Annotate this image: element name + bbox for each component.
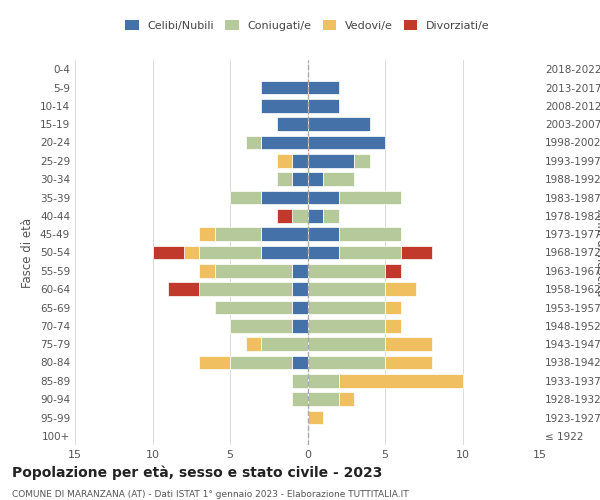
- Bar: [199, 264, 215, 278]
- Bar: [245, 338, 261, 351]
- Bar: [308, 410, 323, 424]
- Bar: [308, 338, 385, 351]
- Bar: [308, 246, 338, 260]
- Bar: [323, 172, 354, 186]
- Y-axis label: Anni di nascita: Anni di nascita: [594, 209, 600, 296]
- Bar: [245, 136, 261, 149]
- Bar: [230, 319, 292, 332]
- Bar: [215, 228, 261, 241]
- Bar: [308, 209, 323, 222]
- Y-axis label: Fasce di età: Fasce di età: [22, 218, 34, 288]
- Bar: [308, 392, 338, 406]
- Bar: [199, 282, 292, 296]
- Bar: [308, 136, 385, 149]
- Bar: [385, 338, 431, 351]
- Bar: [401, 246, 431, 260]
- Bar: [308, 154, 354, 168]
- Bar: [385, 264, 401, 278]
- Bar: [308, 228, 338, 241]
- Bar: [277, 154, 292, 168]
- Bar: [323, 209, 338, 222]
- Bar: [308, 356, 385, 370]
- Text: COMUNE DI MARANZANA (AT) - Dati ISTAT 1° gennaio 2023 - Elaborazione TUTTITALIA.: COMUNE DI MARANZANA (AT) - Dati ISTAT 1°…: [12, 490, 409, 499]
- Bar: [385, 356, 431, 370]
- Bar: [230, 356, 292, 370]
- Bar: [261, 80, 308, 94]
- Bar: [261, 228, 308, 241]
- Bar: [184, 246, 199, 260]
- Bar: [338, 190, 401, 204]
- Bar: [292, 300, 308, 314]
- Bar: [215, 264, 292, 278]
- Bar: [292, 282, 308, 296]
- Bar: [168, 282, 199, 296]
- Legend: Celibi/Nubili, Coniugati/e, Vedovi/e, Divorziati/e: Celibi/Nubili, Coniugati/e, Vedovi/e, Di…: [121, 16, 494, 35]
- Bar: [215, 300, 292, 314]
- Bar: [230, 190, 261, 204]
- Bar: [292, 374, 308, 388]
- Bar: [308, 190, 338, 204]
- Bar: [308, 319, 385, 332]
- Bar: [308, 80, 338, 94]
- Bar: [308, 118, 370, 131]
- Bar: [338, 392, 354, 406]
- Bar: [308, 300, 385, 314]
- Bar: [308, 172, 323, 186]
- Bar: [338, 246, 401, 260]
- Bar: [199, 246, 261, 260]
- Bar: [277, 118, 308, 131]
- Bar: [308, 264, 385, 278]
- Bar: [261, 338, 308, 351]
- Bar: [292, 392, 308, 406]
- Bar: [308, 374, 338, 388]
- Bar: [292, 209, 308, 222]
- Bar: [338, 228, 401, 241]
- Bar: [292, 356, 308, 370]
- Bar: [308, 99, 338, 112]
- Bar: [338, 374, 463, 388]
- Bar: [292, 154, 308, 168]
- Bar: [199, 228, 215, 241]
- Bar: [261, 136, 308, 149]
- Bar: [261, 190, 308, 204]
- Bar: [277, 172, 292, 186]
- Bar: [385, 300, 401, 314]
- Bar: [385, 282, 416, 296]
- Bar: [354, 154, 370, 168]
- Bar: [292, 319, 308, 332]
- Bar: [292, 264, 308, 278]
- Bar: [261, 246, 308, 260]
- Bar: [385, 319, 401, 332]
- Text: Popolazione per età, sesso e stato civile - 2023: Popolazione per età, sesso e stato civil…: [12, 465, 382, 479]
- Bar: [277, 209, 292, 222]
- Bar: [261, 99, 308, 112]
- Bar: [199, 356, 230, 370]
- Bar: [152, 246, 184, 260]
- Bar: [292, 172, 308, 186]
- Bar: [308, 282, 385, 296]
